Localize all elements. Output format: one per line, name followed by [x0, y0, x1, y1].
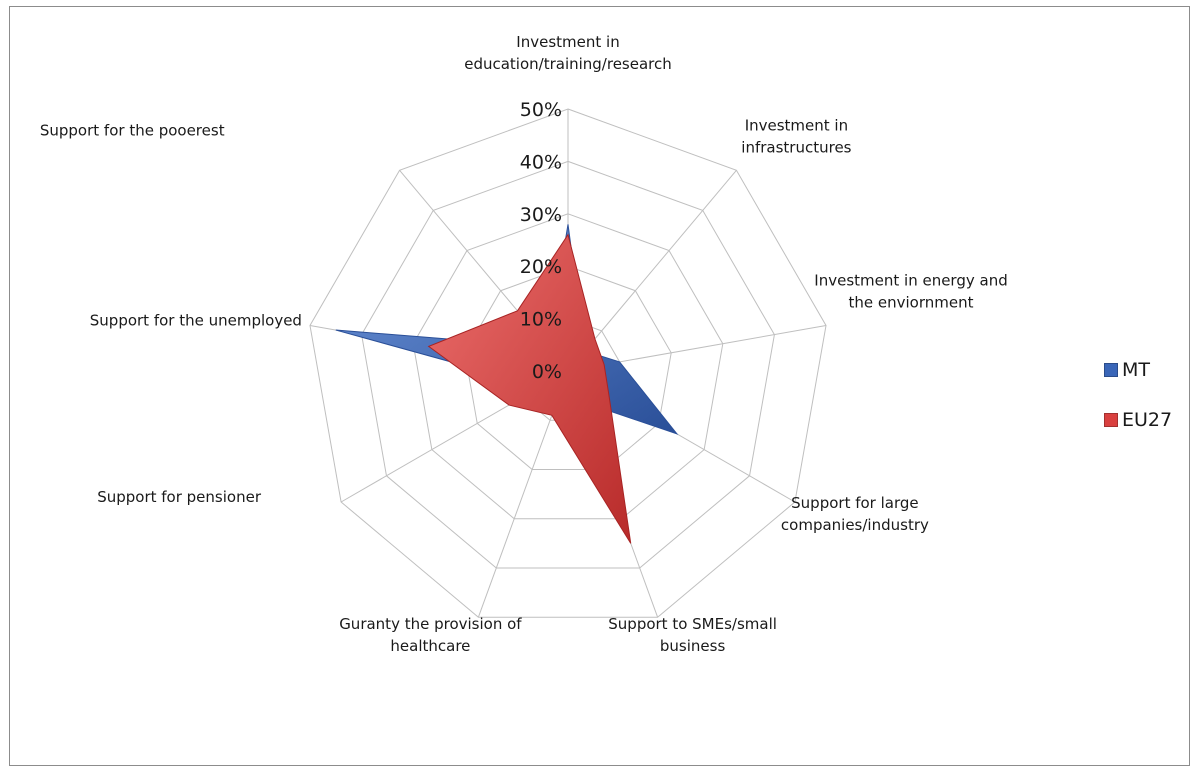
- radar-chart: 0% 10% 20% 30% 40% 50% Investment in education…: [40, 33, 1008, 655]
- tick-label: 20%: [520, 256, 562, 278]
- category-labels: Investment in education/training/research…: [40, 33, 1008, 655]
- legend-item-eu27: EU27: [1104, 409, 1172, 431]
- legend-item-mt: MT: [1104, 359, 1172, 381]
- grid-spoke: [567, 169, 737, 372]
- grid-ring-50: [309, 108, 827, 618]
- legend-label: MT: [1122, 359, 1150, 381]
- chart-area: 0% 10% 20% 30% 40% 50% Investment in education…: [9, 6, 1190, 766]
- category-label: Support for large companies/industry: [781, 494, 929, 534]
- grid-ring-30: [412, 213, 724, 520]
- radial-axis-ticks: 0% 10% 20% 30% 40% 50%: [520, 99, 562, 383]
- tick-label: 40%: [520, 151, 562, 173]
- category-label: Investment in education/training/research: [464, 33, 672, 73]
- category-label: Investment in infrastructures: [741, 116, 851, 156]
- category-label: Guranty the provision of healthcare: [339, 615, 522, 655]
- legend: MT EU27: [1104, 359, 1172, 459]
- legend-label: EU27: [1122, 409, 1173, 431]
- tick-label: 10%: [520, 309, 562, 331]
- category-label: Support for pensioner: [97, 488, 262, 506]
- grid-ring-20: [464, 265, 672, 470]
- tick-label: 30%: [520, 204, 562, 226]
- series-area-eu27: [427, 233, 632, 544]
- tick-label: 0%: [532, 361, 562, 383]
- legend-swatch: [1104, 363, 1118, 377]
- tick-label: 50%: [520, 99, 562, 121]
- category-label: Support for the unemployed: [90, 312, 302, 330]
- category-label: Support to SMEs/small business: [608, 615, 777, 655]
- grid-ring-40: [361, 160, 775, 569]
- category-label: Investment in energy and the enviornment: [814, 272, 1007, 312]
- legend-swatch: [1104, 413, 1118, 427]
- radar-series: [335, 224, 679, 544]
- category-label: Support for the pooerest: [40, 121, 225, 139]
